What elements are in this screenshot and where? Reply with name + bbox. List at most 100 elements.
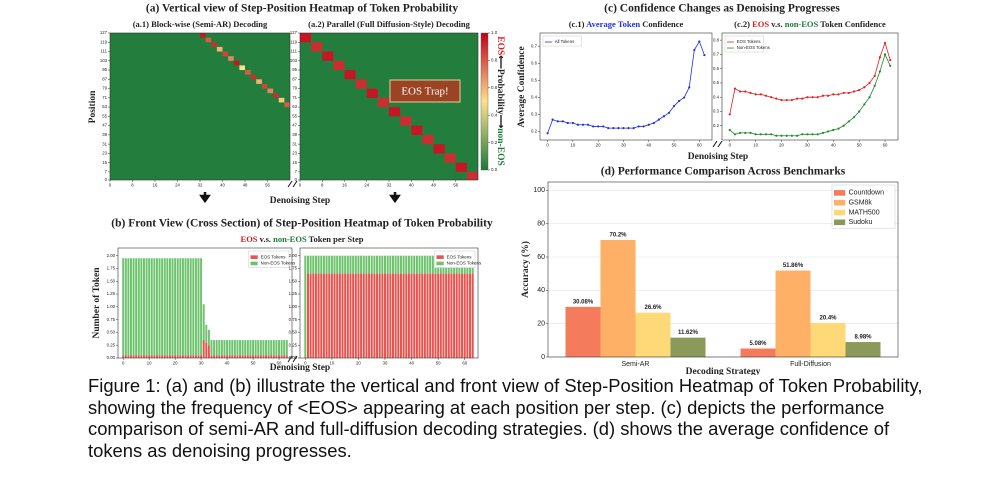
y-tick-label: 111 <box>100 49 107 54</box>
legend-swatch <box>834 199 846 206</box>
subtitle-part: v.s. <box>260 234 271 244</box>
point <box>811 133 814 136</box>
point <box>739 90 742 93</box>
heatmap-cell <box>245 70 251 75</box>
chart-title: (d) Performance Comparison Across Benchm… <box>601 166 846 178</box>
y-tick-label: 1.75 <box>289 266 298 271</box>
point <box>672 104 676 108</box>
bar-segment <box>220 355 223 358</box>
x-tick-label: 40 <box>220 183 225 188</box>
heatmap-cell <box>267 88 274 94</box>
bar-segment <box>384 273 387 358</box>
x-tick-label: 50 <box>251 361 256 366</box>
heatmap-cell <box>344 70 356 80</box>
bar <box>565 306 601 357</box>
point <box>556 120 559 123</box>
y-tick-label: 47 <box>292 123 297 128</box>
bar-segment <box>252 340 255 356</box>
bar-segment <box>142 258 145 356</box>
bar-segment <box>415 273 418 358</box>
bar-segment <box>207 345 210 358</box>
bar-segment <box>352 273 355 358</box>
y-tick-label: 1.50 <box>107 278 116 283</box>
y-tick-label: 31 <box>292 141 297 146</box>
bar-segment <box>304 255 307 358</box>
y-tick-label: 7 <box>105 169 108 174</box>
bar-segment <box>280 355 283 358</box>
point <box>617 127 620 130</box>
point <box>842 124 845 127</box>
heatmap-cell <box>333 60 345 71</box>
title-part: Token Confidence <box>820 19 886 29</box>
point <box>858 110 861 113</box>
bar-segment <box>239 355 242 358</box>
heatmap-cell <box>222 51 229 57</box>
y-tick-label: 0.50 <box>289 330 298 335</box>
bar-segment <box>349 255 352 274</box>
colorbar-tick-label: 0.6 <box>491 85 498 90</box>
y-tick-label: 100 <box>533 187 545 194</box>
legend-label: Countdown <box>849 190 885 197</box>
point <box>837 93 840 96</box>
point <box>801 97 804 100</box>
x-tick-label: 24 <box>364 183 369 188</box>
bar-segment <box>407 255 410 274</box>
point <box>883 41 887 45</box>
bar-segment <box>349 273 352 358</box>
bar-segment <box>309 255 312 274</box>
y-tick-label: 0.6 <box>531 61 538 66</box>
caption: Figure 1: (a) and (b) illustrate the ver… <box>88 375 923 461</box>
y-tick-label: 0.5 <box>531 78 538 83</box>
point <box>806 133 809 136</box>
bar-segment <box>320 255 323 274</box>
bar-segment <box>187 355 190 358</box>
bar-segment <box>397 273 400 358</box>
legend-swatch <box>250 255 258 259</box>
point <box>561 120 564 123</box>
bar-segment <box>360 273 363 358</box>
bar-segment <box>322 273 325 358</box>
bar-segment <box>330 255 333 274</box>
bar-segment <box>174 258 177 356</box>
point <box>795 134 799 137</box>
bar-segment <box>373 255 376 274</box>
bar-segment <box>218 340 221 356</box>
y-tick-label: 87 <box>292 76 297 81</box>
title-part: non-EOS <box>785 19 819 29</box>
bar-segment <box>378 273 381 358</box>
point <box>733 87 737 90</box>
point <box>597 125 600 128</box>
bar-segment <box>378 255 381 274</box>
point <box>759 133 762 136</box>
bar-segment <box>226 340 229 356</box>
bar-segment <box>197 258 200 356</box>
bar-segment <box>254 355 257 358</box>
point <box>832 128 835 132</box>
bar-segment <box>145 355 148 358</box>
bar-segment <box>228 355 231 358</box>
bar <box>845 342 881 357</box>
point <box>703 53 706 57</box>
annotation-box <box>389 79 461 103</box>
point <box>790 134 793 137</box>
x-axis-label: Denoising Step <box>270 196 330 206</box>
bar-segment <box>317 255 320 274</box>
point <box>592 125 595 128</box>
point <box>627 127 630 130</box>
bar-segment <box>455 273 458 358</box>
bar-segment <box>246 340 249 356</box>
legend-label: Non-EOS Tokens <box>737 45 770 50</box>
point <box>873 74 876 77</box>
y-tick-label: 0.7 <box>713 52 720 57</box>
heatmap-cell <box>273 93 279 98</box>
bar-segment <box>423 273 426 358</box>
point <box>858 88 861 92</box>
bar-segment <box>153 258 156 356</box>
bar-segment <box>386 255 389 274</box>
y-tick-label: 0 <box>541 354 545 361</box>
bar-segment <box>233 355 236 358</box>
series-line <box>729 41 891 115</box>
x-tick-label: 0 <box>299 183 302 188</box>
x-tick-label: 16 <box>342 183 347 188</box>
y-tick-label: 119 <box>100 39 107 44</box>
